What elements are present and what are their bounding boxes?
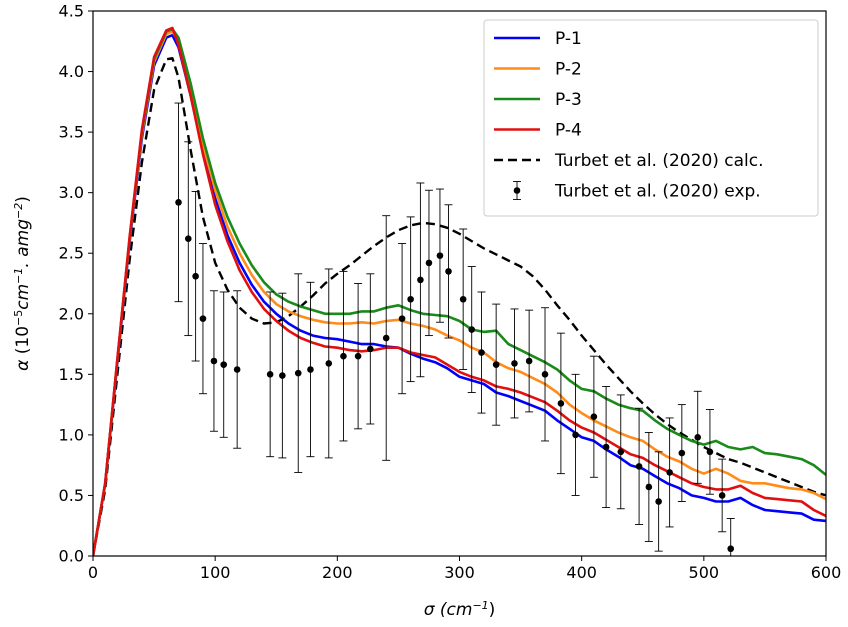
x-tick-label: 600: [811, 563, 842, 582]
legend-box: [483, 19, 819, 217]
legend-label: P-2: [555, 60, 582, 80]
exp-point: [492, 361, 500, 368]
exp-point: [382, 334, 390, 342]
exp-point: [602, 443, 610, 451]
exp-point: [678, 449, 686, 457]
y-tick-label: 2.0: [59, 304, 84, 323]
exp-point: [478, 349, 485, 356]
y-tick-label: 1.5: [59, 365, 84, 384]
y-tick-label: 0.0: [59, 547, 84, 566]
exp-point: [407, 295, 414, 303]
legend-label: P-3: [555, 90, 582, 110]
exp-point: [706, 448, 714, 456]
series-line-p-2: [93, 30, 826, 556]
exp-point: [525, 357, 533, 365]
y-tick-label: 3.5: [59, 123, 84, 142]
x-tick-label: 200: [322, 563, 353, 582]
series-line-turbet-et-al-2020-calc: [93, 57, 826, 556]
legend-swatch-point: [513, 187, 521, 194]
y-tick-label: 4.5: [59, 2, 84, 21]
exp-point: [354, 352, 362, 360]
exp-point: [557, 400, 565, 407]
exp-point: [541, 371, 549, 378]
series-turbet-et-al-2020-exp: [174, 102, 735, 556]
exp-point: [175, 199, 182, 206]
exp-point: [590, 413, 598, 421]
x-tick-label: 300: [444, 563, 475, 582]
exp-point: [233, 366, 241, 373]
y-axis-label: α (10−5cm−1. amg−2): [12, 196, 34, 371]
legend: P-1 P-2 P-3 P-4 Turbet et al. (2020) calc. Tu…: [483, 19, 819, 217]
exp-point: [445, 268, 452, 275]
exp-point: [727, 545, 735, 553]
y-tick-label: 3.0: [59, 183, 84, 202]
x-tick-label: 400: [566, 563, 597, 582]
legend-label: Turbet et al. (2020) calc.: [554, 151, 764, 171]
exp-point: [635, 463, 643, 470]
exp-point: [294, 369, 302, 377]
exp-point: [572, 431, 579, 439]
exp-point: [425, 259, 433, 267]
exp-point: [220, 361, 228, 368]
exp-point: [192, 272, 199, 280]
exp-point: [279, 372, 286, 379]
exp-point: [184, 235, 192, 242]
y-tick-label: 0.5: [59, 486, 84, 505]
y-tick-label: 2.5: [59, 244, 84, 263]
exp-point: [325, 360, 333, 367]
exp-point: [718, 492, 726, 499]
exp-point: [199, 315, 207, 322]
legend-label: P-1: [555, 29, 582, 49]
y-tick-label: 1.0: [59, 425, 84, 444]
series-line-p-3: [93, 27, 826, 556]
x-axis-label: σ (cm−1): [424, 599, 496, 621]
exp-point: [210, 357, 218, 365]
exp-point: [340, 352, 347, 360]
exp-point: [655, 498, 662, 505]
y-tick-label: 4.0: [59, 62, 84, 81]
legend-label: Turbet et al. (2020) exp.: [554, 182, 761, 202]
exp-point: [367, 345, 374, 353]
exp-point: [617, 448, 625, 456]
exp-point: [511, 360, 518, 367]
exp-point: [398, 315, 406, 322]
exp-point: [436, 252, 444, 259]
exp-point: [417, 276, 424, 284]
y-axis: 0.0 0.5 1.0 1.5 2.0 2.5 3.0 3.5 4.0 4.5: [59, 2, 93, 566]
exp-point: [266, 371, 274, 378]
exp-point: [468, 326, 476, 333]
exp-point: [645, 483, 653, 491]
x-tick-label: 0: [88, 563, 98, 582]
x-tick-label: 100: [200, 563, 231, 582]
exp-point: [459, 295, 467, 303]
series-line-p-4: [93, 26, 826, 556]
exp-point: [307, 366, 314, 373]
exp-point: [694, 434, 702, 441]
exp-point: [666, 469, 673, 476]
x-axis: 0 100 200 300 400 500 600: [88, 556, 841, 582]
x-tick-label: 500: [689, 563, 720, 582]
legend-label: P-4: [555, 121, 582, 141]
